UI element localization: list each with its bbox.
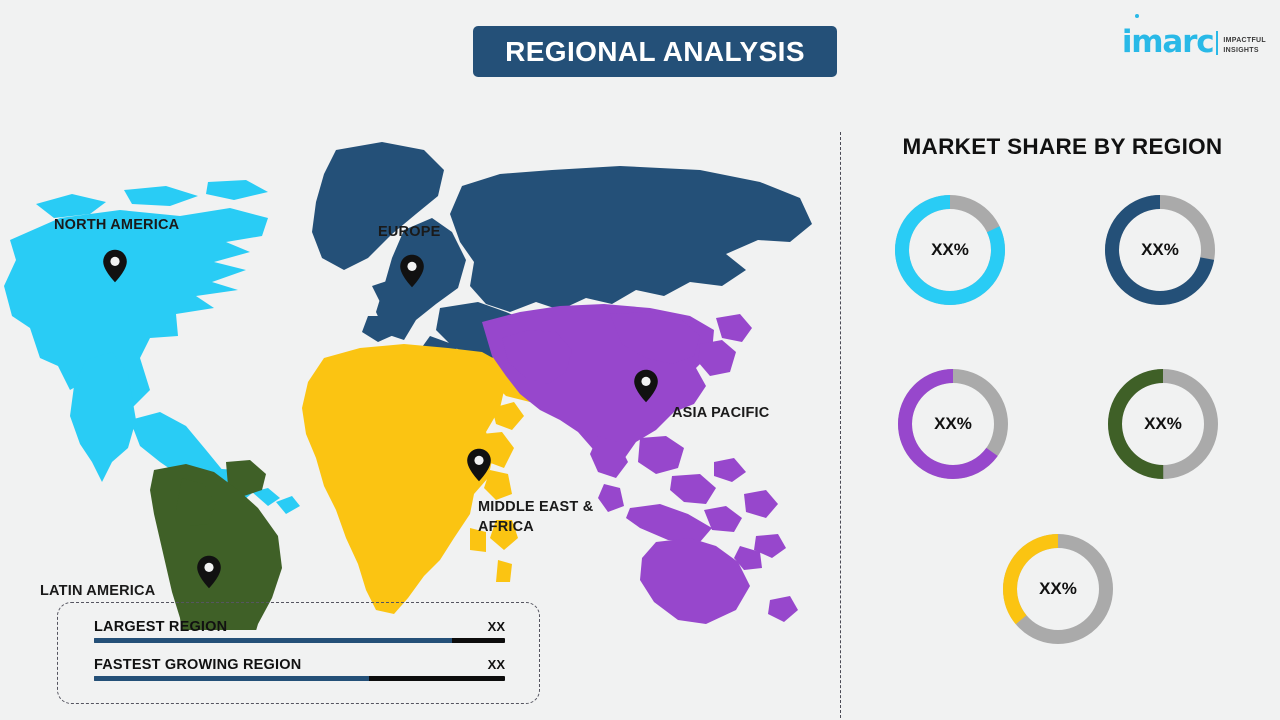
donut-chart-middle-east-africa[interactable]: XX%	[998, 529, 1118, 649]
map-label-europe: EUROPE	[378, 224, 441, 240]
map-label-north-america: NORTH AMERICA	[54, 217, 180, 233]
donut-chart-europe[interactable]: XX%	[1100, 190, 1220, 310]
map-region-north-america[interactable]	[4, 180, 300, 514]
donut-chart-latin-america-graphic	[1108, 369, 1218, 479]
map-label-asia-pacific: ASIA PACIFIC	[672, 405, 770, 421]
world-map-panel: NORTH AMERICA EUROPE ASIA PACIFIC MIDDLE…	[0, 90, 820, 630]
donut-label-middle-east-africa: XX%	[1039, 579, 1077, 598]
imarc-logo: imarc IMPACTFUL INSIGHTS	[1121, 14, 1266, 60]
market-share-panel: MARKET SHARE BY REGION XX% XX% XX% XX%	[845, 120, 1280, 680]
logo-tagline-line2: INSIGHTS	[1223, 46, 1259, 54]
map-region-latin-america[interactable]	[150, 460, 282, 630]
summary-value-fastest-growing-region: XX	[487, 657, 505, 672]
panel-divider	[840, 132, 841, 718]
world-map-graphic	[4, 142, 812, 630]
summary-value-largest-region: XX	[487, 619, 505, 634]
summary-row-largest-region: LARGEST REGION XX	[94, 619, 505, 643]
map-pin-latin-america-icon[interactable]	[196, 555, 222, 589]
donut-chart-latin-america[interactable]: XX%	[1103, 364, 1223, 484]
map-pin-asia-pacific-icon[interactable]	[633, 369, 659, 403]
summary-bar-fill-largest-region	[94, 638, 452, 643]
summary-bar-largest-region	[94, 638, 505, 643]
summary-bar-fill-fastest-growing-region	[94, 676, 370, 681]
donut-chart-north-america[interactable]: XX%	[890, 190, 1010, 310]
summary-label-largest-region: LARGEST REGION	[94, 619, 228, 635]
map-region-asia-pacific[interactable]	[482, 304, 798, 624]
donut-chart-middle-east-africa-graphic	[1003, 534, 1113, 644]
logo-tagline: IMPACTFUL INSIGHTS	[1223, 36, 1266, 55]
logo-dot-icon	[1134, 14, 1139, 18]
summary-row-fastest-growing-region: FASTEST GROWING REGION XX	[94, 657, 505, 681]
page-title-banner: REGIONAL ANALYSIS	[473, 26, 837, 77]
donut-chart-north-america-graphic	[895, 195, 1005, 305]
donut-label-europe: XX%	[1141, 240, 1179, 259]
donut-label-latin-america: XX%	[1144, 414, 1182, 433]
market-share-title: MARKET SHARE BY REGION	[902, 134, 1223, 159]
donut-chart-asia-pacific[interactable]: XX%	[893, 364, 1013, 484]
summary-bar-fastest-growing-region	[94, 676, 505, 681]
map-pin-north-america-icon[interactable]	[102, 249, 128, 283]
page-title: REGIONAL ANALYSIS	[505, 35, 805, 67]
donut-label-asia-pacific: XX%	[934, 414, 972, 433]
map-label-latin-america: LATIN AMERICA	[40, 583, 156, 599]
donut-chart-asia-pacific-graphic	[898, 369, 1008, 479]
logo-divider	[1216, 31, 1219, 55]
donut-chart-europe-graphic	[1105, 195, 1215, 305]
summary-label-fastest-growing-region: FASTEST GROWING REGION	[94, 657, 302, 673]
logo-tagline-line1: IMPACTFUL	[1223, 37, 1266, 45]
region-summary-box: LARGEST REGION XX FASTEST GROWING REGION…	[57, 602, 540, 704]
map-pin-europe-icon[interactable]	[399, 254, 425, 288]
logo-wordmark-text: imarc	[1121, 24, 1215, 60]
map-region-europe[interactable]	[312, 142, 812, 378]
map-label-middle-east-africa: MIDDLE EAST & AFRICA	[478, 499, 594, 535]
donut-label-north-america: XX%	[931, 240, 969, 259]
map-pin-middle-east-africa-icon[interactable]	[466, 448, 492, 482]
